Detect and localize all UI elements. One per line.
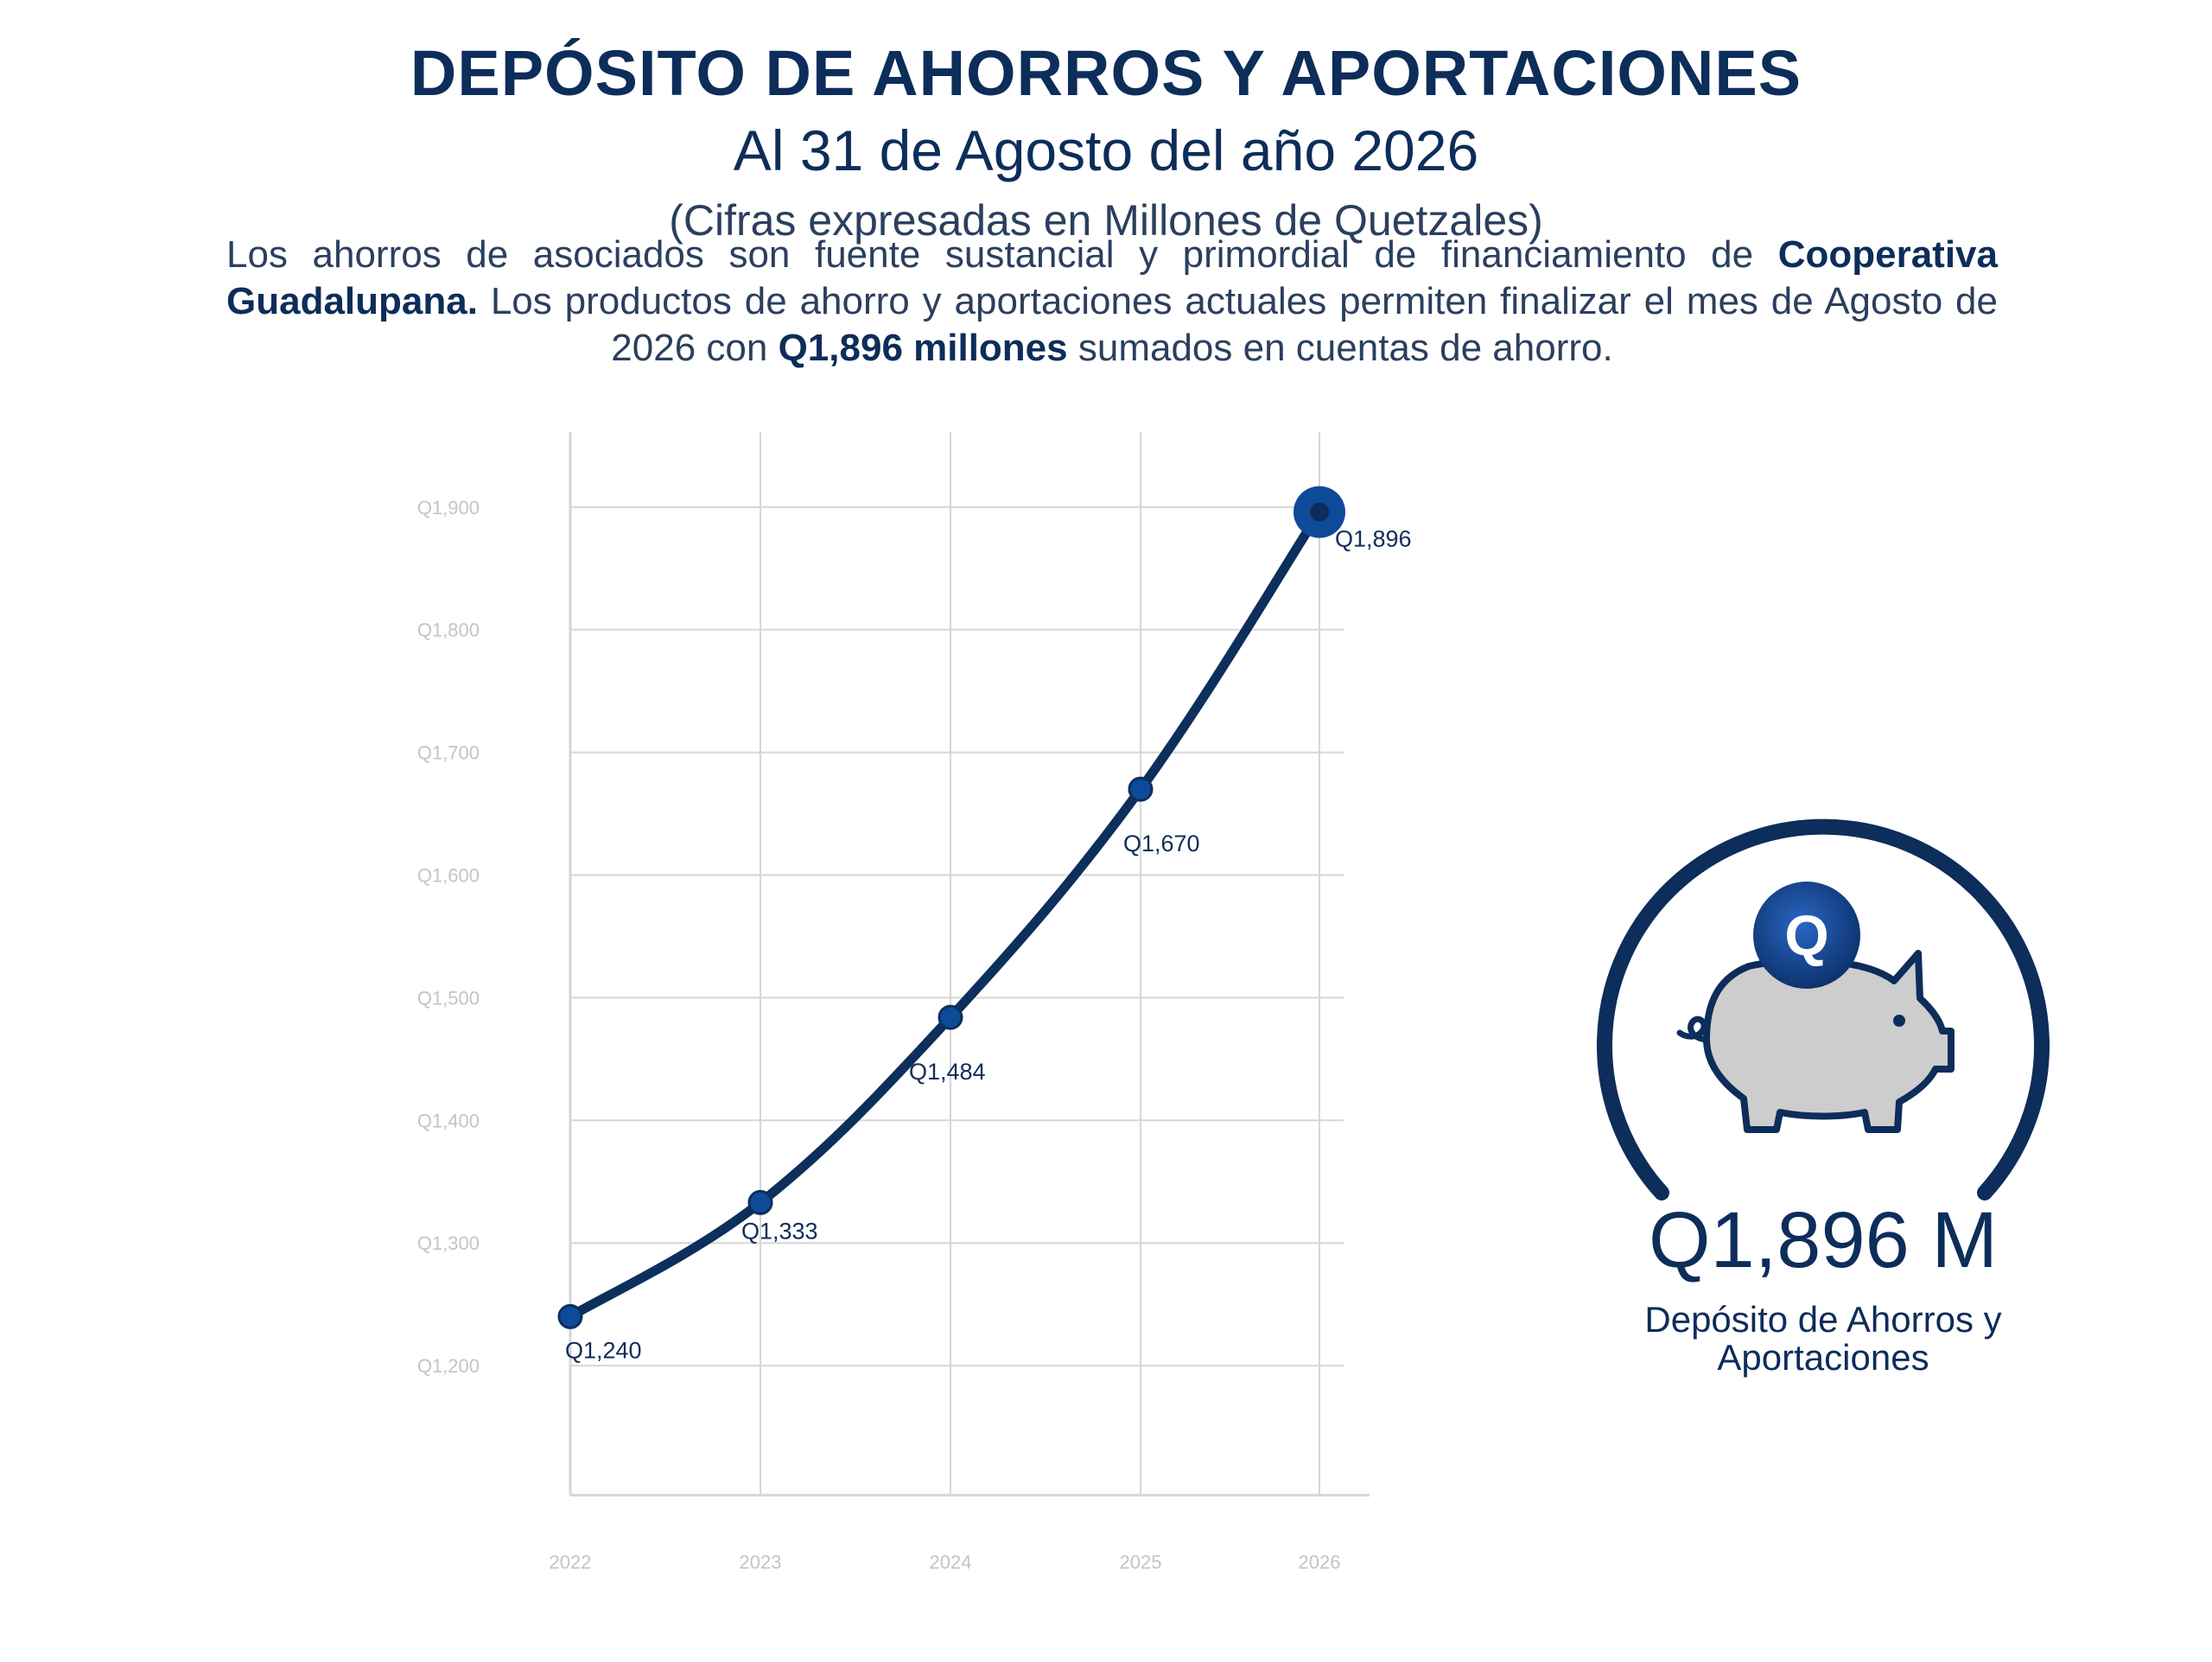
x-tick-label: 2025 [1120,1551,1162,1573]
description-text-1: Los ahorros de asociados son fuente sust… [226,233,1778,276]
header: DEPÓSITO DE AHORROS Y APORTACIONES Al 31… [0,35,2212,249]
y-tick-label: Q1,200 [417,1355,480,1377]
gauge-arc [1597,818,2050,1200]
y-tick-label: Q1,400 [417,1110,480,1131]
line-chart: Q1,200 Q1,300 Q1,400 Q1,500 Q1,600 Q1,700 Q1,8… [417,432,1412,1573]
piggy-bank-icon [1676,950,1955,1133]
data-point [1310,502,1329,522]
description-text-2: Los productos de ahorro y aportaciones a… [477,280,1998,369]
coin-symbol: Q [1784,903,1828,967]
description-text-3: sumados en cuentas de ahorro. [1067,327,1613,369]
x-tick-label: 2023 [740,1551,782,1573]
data-label: Q1,240 [565,1337,642,1363]
data-label: Q1,484 [909,1059,986,1085]
units-note: (Cifras expresadas en Millones de Quetza… [669,196,1543,245]
y-tick-label: Q1,900 [417,497,480,519]
data-point [1128,776,1154,802]
y-tick-label: Q1,700 [417,742,480,764]
x-tick-label: 2024 [930,1551,972,1573]
description-paragraph: Los ahorros de asociados son fuente sust… [226,232,1998,372]
data-label: Q1,896 [1335,525,1412,551]
coin-icon: Q [1753,882,1860,989]
kpi-label: Depósito de Ahorros y Aportaciones [1486,1301,2160,1377]
y-tick-label: Q1,600 [417,864,480,886]
data-point [747,1189,773,1215]
page-title: DEPÓSITO DE AHORROS Y APORTACIONES [410,37,1802,109]
x-tick-label: 2022 [550,1551,592,1573]
kpi-graphic: Q [1597,818,2050,1200]
data-label: Q1,333 [741,1218,818,1244]
x-tick-label: 2026 [1299,1551,1341,1573]
y-tick-label: Q1,500 [417,987,480,1009]
page-subtitle: Al 31 de Agosto del año 2026 [733,118,1479,182]
y-tick-label: Q1,800 [417,620,480,641]
description-bold-1: Cooperativa Guadalupana. [226,233,1998,322]
kpi-value: Q1,896 M [1649,1196,1998,1284]
series-line [565,506,1325,1321]
data-point [557,1303,583,1329]
data-point [938,1004,963,1030]
kpi-label-line-1: Depósito de Ahorros y [1644,1299,2002,1340]
description-bold-2: Q1,896 millones [778,327,1068,369]
kpi-label-line-2: Aportaciones [1717,1337,1929,1378]
data-label: Q1,670 [1123,831,1200,856]
y-tick-label: Q1,300 [417,1232,480,1254]
